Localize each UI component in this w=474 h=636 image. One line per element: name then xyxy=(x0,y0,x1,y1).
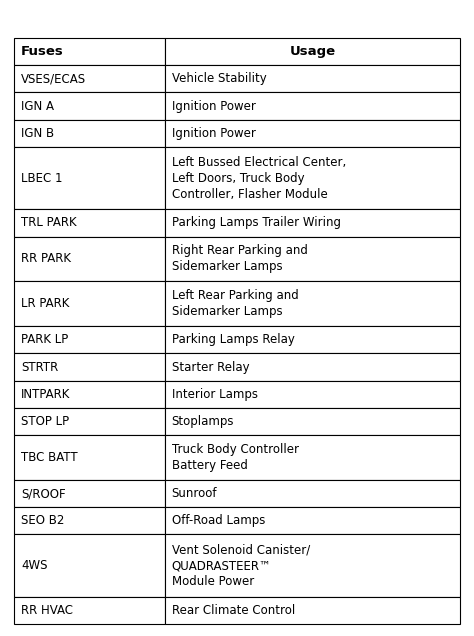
Text: Ignition Power: Ignition Power xyxy=(172,100,255,113)
Text: Sunroof: Sunroof xyxy=(172,487,217,500)
Text: Off-Road Lamps: Off-Road Lamps xyxy=(172,515,265,527)
Bar xyxy=(14,354,165,380)
Bar xyxy=(165,597,460,624)
Bar xyxy=(14,507,165,534)
Text: SEO B2: SEO B2 xyxy=(21,515,64,527)
Bar xyxy=(14,209,165,237)
Bar xyxy=(14,408,165,435)
Text: Left Rear Parking and
Sidemarker Lamps: Left Rear Parking and Sidemarker Lamps xyxy=(172,289,299,318)
Text: RR PARK: RR PARK xyxy=(21,252,71,265)
Text: LBEC 1: LBEC 1 xyxy=(21,172,63,184)
Bar xyxy=(165,147,460,209)
Bar xyxy=(14,326,165,354)
Text: RR HVAC: RR HVAC xyxy=(21,604,73,617)
Text: Fuses: Fuses xyxy=(21,45,64,58)
Text: IGN A: IGN A xyxy=(21,100,54,113)
Bar xyxy=(165,66,460,92)
Bar xyxy=(14,237,165,281)
Bar xyxy=(14,480,165,507)
Bar xyxy=(165,281,460,326)
Bar xyxy=(14,534,165,597)
Bar xyxy=(165,408,460,435)
Bar xyxy=(14,147,165,209)
Text: TRL PARK: TRL PARK xyxy=(21,216,77,230)
Bar xyxy=(14,92,165,120)
Bar xyxy=(165,237,460,281)
Text: Left Bussed Electrical Center,
Left Doors, Truck Body
Controller, Flasher Module: Left Bussed Electrical Center, Left Door… xyxy=(172,156,346,200)
Bar xyxy=(165,380,460,408)
Text: Ignition Power: Ignition Power xyxy=(172,127,255,140)
Bar xyxy=(14,597,165,624)
Bar xyxy=(165,354,460,380)
Text: Truck Body Controller
Battery Feed: Truck Body Controller Battery Feed xyxy=(172,443,299,472)
Bar xyxy=(14,435,165,480)
Bar xyxy=(14,66,165,92)
Text: Interior Lamps: Interior Lamps xyxy=(172,388,258,401)
Text: Vehicle Stability: Vehicle Stability xyxy=(172,73,266,85)
Text: Starter Relay: Starter Relay xyxy=(172,361,249,373)
Text: Parking Lamps Trailer Wiring: Parking Lamps Trailer Wiring xyxy=(172,216,341,230)
Text: IGN B: IGN B xyxy=(21,127,54,140)
Text: VSES/ECAS: VSES/ECAS xyxy=(21,73,86,85)
Bar xyxy=(14,38,165,66)
Bar xyxy=(165,435,460,480)
Text: PARK LP: PARK LP xyxy=(21,333,68,346)
Text: Vent Solenoid Canister/
QUADRASTEER™
Module Power: Vent Solenoid Canister/ QUADRASTEER™ Mod… xyxy=(172,543,310,588)
Text: Parking Lamps Relay: Parking Lamps Relay xyxy=(172,333,295,346)
Bar xyxy=(14,380,165,408)
Bar xyxy=(165,480,460,507)
Text: S/ROOF: S/ROOF xyxy=(21,487,65,500)
Text: LR PARK: LR PARK xyxy=(21,297,69,310)
Bar xyxy=(14,120,165,147)
Text: Right Rear Parking and
Sidemarker Lamps: Right Rear Parking and Sidemarker Lamps xyxy=(172,244,308,273)
Bar xyxy=(165,534,460,597)
Bar xyxy=(165,38,460,66)
Bar xyxy=(165,120,460,147)
Text: Rear Climate Control: Rear Climate Control xyxy=(172,604,295,617)
Text: TBC BATT: TBC BATT xyxy=(21,451,78,464)
Bar xyxy=(165,507,460,534)
Text: STOP LP: STOP LP xyxy=(21,415,69,428)
Bar xyxy=(14,281,165,326)
Bar xyxy=(165,326,460,354)
Text: STRTR: STRTR xyxy=(21,361,58,373)
Text: Usage: Usage xyxy=(289,45,336,58)
Text: INTPARK: INTPARK xyxy=(21,388,70,401)
Text: 4WS: 4WS xyxy=(21,559,47,572)
Bar xyxy=(165,92,460,120)
Bar xyxy=(165,209,460,237)
Text: Stoplamps: Stoplamps xyxy=(172,415,234,428)
